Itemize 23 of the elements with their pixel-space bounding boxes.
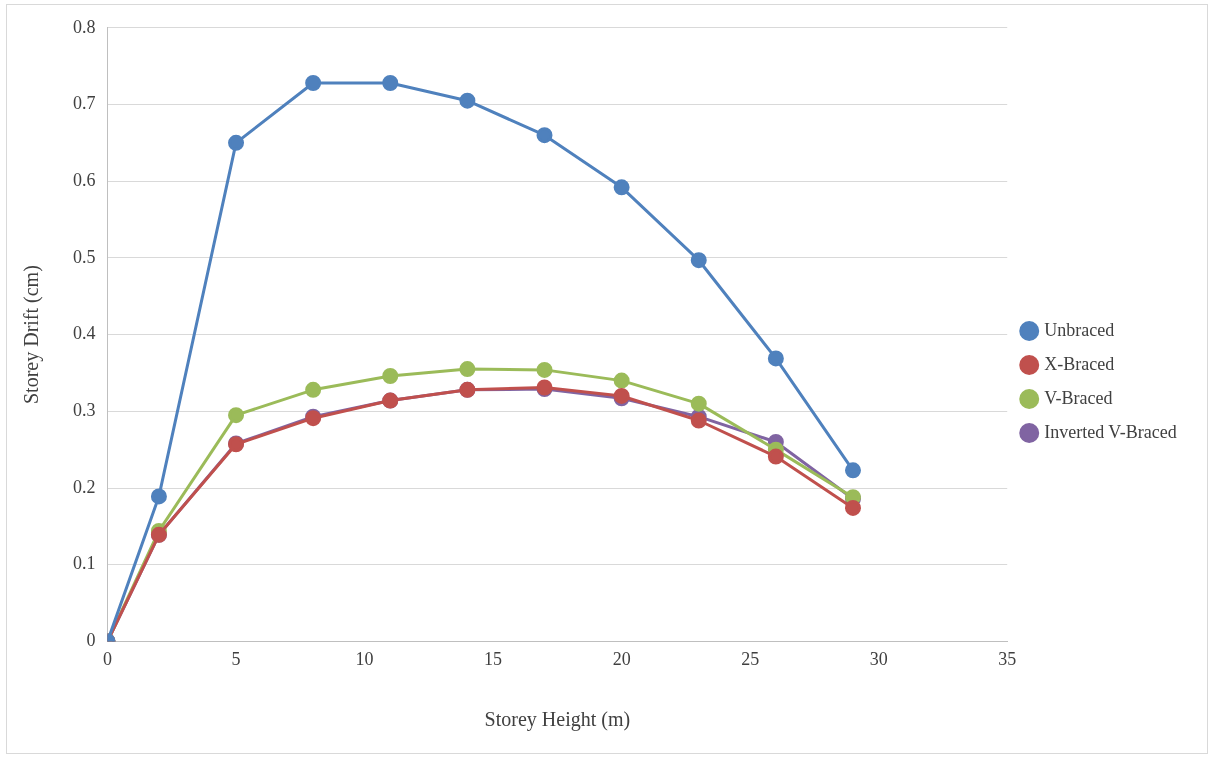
x-tick-label: 0 (103, 648, 112, 669)
x-axis-title: Storey Height (m) (484, 708, 631, 732)
y-tick-label: 0.1 (73, 553, 96, 574)
y-tick-label: 0.4 (73, 323, 96, 344)
y-tick-label: 0.8 (73, 16, 96, 37)
y-tick-label: 0.7 (73, 93, 96, 114)
legend-label: V-Braced (1044, 387, 1113, 408)
y-tick-label: 0.3 (73, 400, 96, 421)
x-tick-label: 35 (998, 648, 1017, 669)
legend-label: Unbraced (1044, 319, 1115, 340)
x-tick-label: 10 (355, 648, 374, 669)
x-tick-label: 30 (869, 648, 888, 669)
legend-label: X-Braced (1044, 353, 1115, 374)
x-tick-label: 5 (231, 648, 241, 669)
x-tick-label: 25 (741, 648, 760, 669)
y-tick-label: 0.6 (73, 169, 96, 190)
y-tick-label: 0.5 (73, 246, 96, 267)
y-tick-label: 0 (86, 630, 96, 651)
x-tick-label: 20 (612, 648, 631, 669)
y-tick-label: 0.2 (73, 476, 96, 497)
y-axis-title: Storey Drift (cm) (20, 265, 44, 405)
legend-label: Inverted V-Braced (1044, 421, 1177, 442)
x-tick-label: 15 (484, 648, 503, 669)
